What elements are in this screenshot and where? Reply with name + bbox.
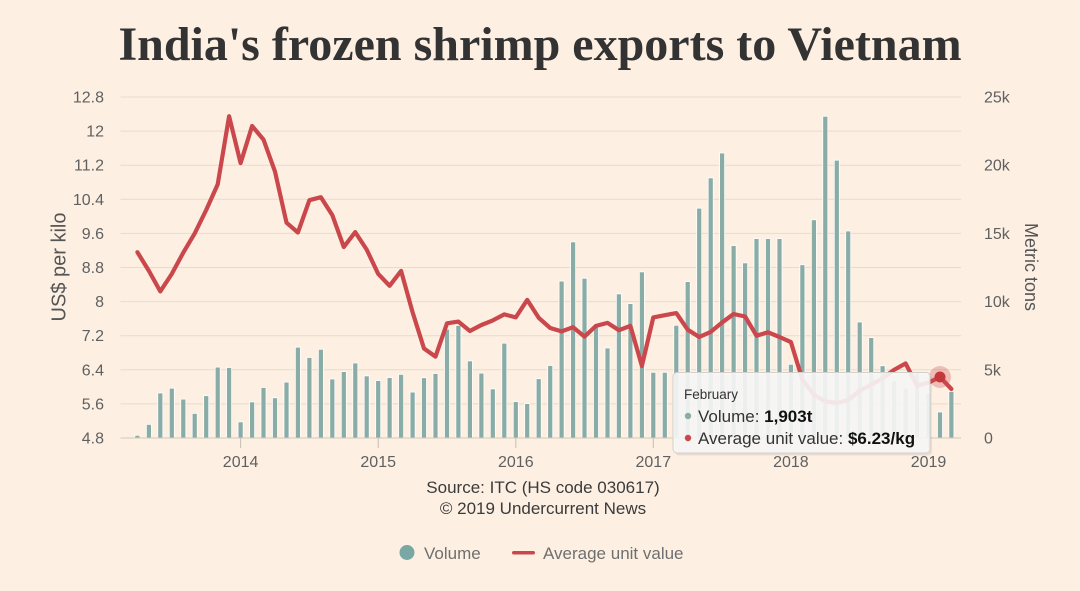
svg-text:Metric tons: Metric tons [1021, 223, 1041, 311]
svg-text:12: 12 [86, 124, 104, 141]
svg-text:Volume: 1,903t: Volume: 1,903t [698, 407, 813, 426]
svg-text:20k: 20k [984, 158, 1011, 175]
svg-text:5k: 5k [984, 362, 1002, 379]
svg-text:Average unit value: $6.23/kg: Average unit value: $6.23/kg [698, 429, 915, 448]
svg-text:15k: 15k [984, 226, 1011, 243]
svg-text:5.6: 5.6 [82, 396, 104, 413]
svg-text:Source: ITC (HS code 030617): Source: ITC (HS code 030617) [426, 478, 659, 497]
svg-text:2017: 2017 [636, 454, 672, 471]
svg-text:10k: 10k [984, 294, 1011, 311]
svg-text:2016: 2016 [498, 454, 534, 471]
svg-text:8: 8 [95, 294, 104, 311]
svg-text:0: 0 [984, 431, 993, 448]
svg-text:Average unit value: Average unit value [543, 544, 684, 563]
svg-text:US$ per kilo: US$ per kilo [49, 213, 71, 322]
svg-text:12.8: 12.8 [73, 90, 104, 107]
svg-text:4.8: 4.8 [82, 431, 104, 448]
svg-text:© 2019 Undercurrent News: © 2019 Undercurrent News [440, 499, 646, 518]
svg-text:8.8: 8.8 [82, 260, 104, 277]
svg-text:25k: 25k [984, 90, 1011, 107]
svg-text:11.2: 11.2 [74, 158, 104, 175]
svg-text:2019: 2019 [911, 454, 947, 471]
svg-text:6.4: 6.4 [82, 362, 104, 379]
svg-text:2018: 2018 [773, 454, 809, 471]
svg-text:9.6: 9.6 [82, 226, 104, 243]
svg-text:7.2: 7.2 [82, 328, 104, 345]
svg-text:February: February [684, 387, 738, 402]
svg-text:India's frozen shrimp exports: India's frozen shrimp exports to Vietnam [118, 18, 961, 71]
svg-text:2015: 2015 [360, 454, 396, 471]
svg-text:Volume: Volume [424, 544, 481, 563]
svg-text:2014: 2014 [223, 454, 259, 471]
svg-text:10.4: 10.4 [73, 192, 104, 209]
